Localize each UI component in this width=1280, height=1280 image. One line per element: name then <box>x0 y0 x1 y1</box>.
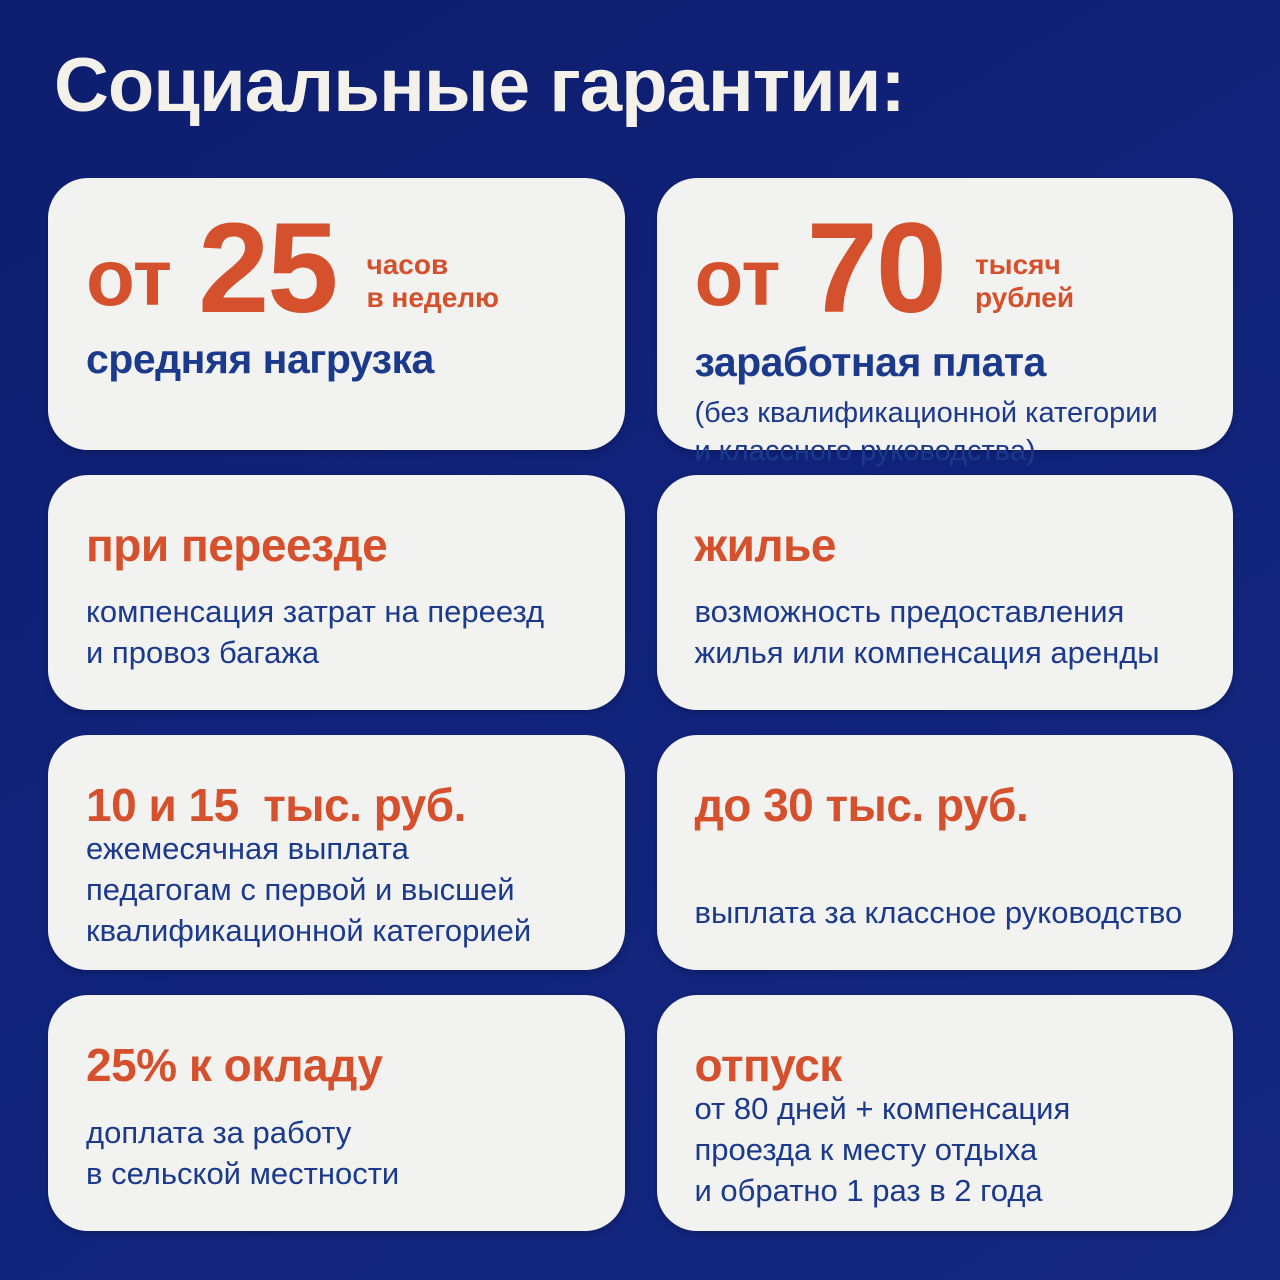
big-number-prefix: от <box>694 232 781 322</box>
card-heading: 10 и 15 тыс. руб. <box>86 778 466 831</box>
note-line: и классного руководства) <box>694 435 1036 468</box>
card-heading: до 30 тыс. руб. <box>694 778 1029 831</box>
card-body: средняя нагрузка <box>86 335 587 384</box>
card-vacation: отпуск от 80 дней + компенсация проезда … <box>656 994 1233 1231</box>
card-heading: отпуск <box>694 1038 843 1091</box>
card-body-line: возможность предоставления <box>694 593 1125 629</box>
card-weekly-load: от 25 часов в неделю средняя нагрузка <box>48 177 625 450</box>
unit-line: тысяч <box>974 248 1061 280</box>
card-body-line: компенсация затрат на переезд <box>86 593 545 629</box>
big-number-prefix: от <box>86 232 173 322</box>
card-heading: 25% к окладу <box>86 1038 383 1091</box>
card-body-line: и обратно 1 раз в 2 года <box>694 1172 1043 1208</box>
big-number-unit: часов в неделю <box>366 248 499 324</box>
card-body-line: квалификационной категорией <box>86 912 532 948</box>
note-line: (без квалификационной категории <box>694 396 1158 429</box>
big-number-value: 25 <box>198 196 338 340</box>
page-title: Социальные гарантии: <box>54 43 906 128</box>
card-salary: от 70 тысяч рублей заработная плата (без… <box>656 177 1233 467</box>
card-body: от 80 дней + компенсация проезда к месту… <box>695 1089 1196 1212</box>
card-category-payment: 10 и 15 тыс. руб. ежемесячная выплата пе… <box>48 734 625 970</box>
card-rural-bonus: 25% к окладу доплата за работу в сельско… <box>48 994 625 1231</box>
card-heading: жилье <box>694 518 837 571</box>
big-number-row: от 25 часов в неделю <box>86 196 587 340</box>
unit-line: рублей <box>974 281 1075 313</box>
card-body: возможность предоставления жилья или ком… <box>695 592 1196 674</box>
card-body-line: доплата за работу <box>86 1114 352 1150</box>
unit-line: в неделю <box>366 281 499 313</box>
card-body-line: в сельской местности <box>86 1155 400 1191</box>
card-body: выплата за классное руководство <box>695 893 1196 934</box>
card-body: заработная плата (без квалификационной к… <box>694 338 1196 471</box>
card-relocation: при переезде компенсация затрат на перее… <box>48 474 625 710</box>
card-body-line: педагогам с первой и высшей <box>86 872 515 907</box>
card-body-bold: средняя нагрузка <box>86 335 434 382</box>
card-body: ежемесячная выплата педагогам с первой и… <box>86 829 587 952</box>
card-body-line: проезда к месту отдыха <box>694 1132 1038 1167</box>
card-body-bold: заработная плата <box>694 338 1047 385</box>
card-body-line: жилья или компенсация аренды <box>694 634 1160 670</box>
card-body: компенсация затрат на переезд и провоз б… <box>86 592 587 674</box>
card-class-supervision: до 30 тыс. руб. выплата за классное руко… <box>656 734 1233 970</box>
unit-line: часов <box>366 248 449 280</box>
card-body-line: от 80 дней + компенсация <box>694 1091 1071 1127</box>
card-body-line: выплата за классное руководство <box>694 894 1183 930</box>
card-heading: при переезде <box>86 518 388 571</box>
big-number-row: от 70 тысяч рублей <box>694 196 1196 340</box>
card-housing: жилье возможность предоставления жилья и… <box>656 474 1233 710</box>
card-body: доплата за работу в сельской местности <box>86 1113 587 1195</box>
card-body-note: (без квалификационной категории и классн… <box>695 394 1196 471</box>
card-body-line: ежемесячная выплата <box>86 831 409 867</box>
big-number-value: 70 <box>806 196 947 340</box>
card-body-line: и провоз багажа <box>86 634 320 670</box>
big-number-unit: тысяч рублей <box>975 248 1074 324</box>
benefits-grid: от 25 часов в неделю средняя нагрузка от… <box>48 177 1233 1231</box>
